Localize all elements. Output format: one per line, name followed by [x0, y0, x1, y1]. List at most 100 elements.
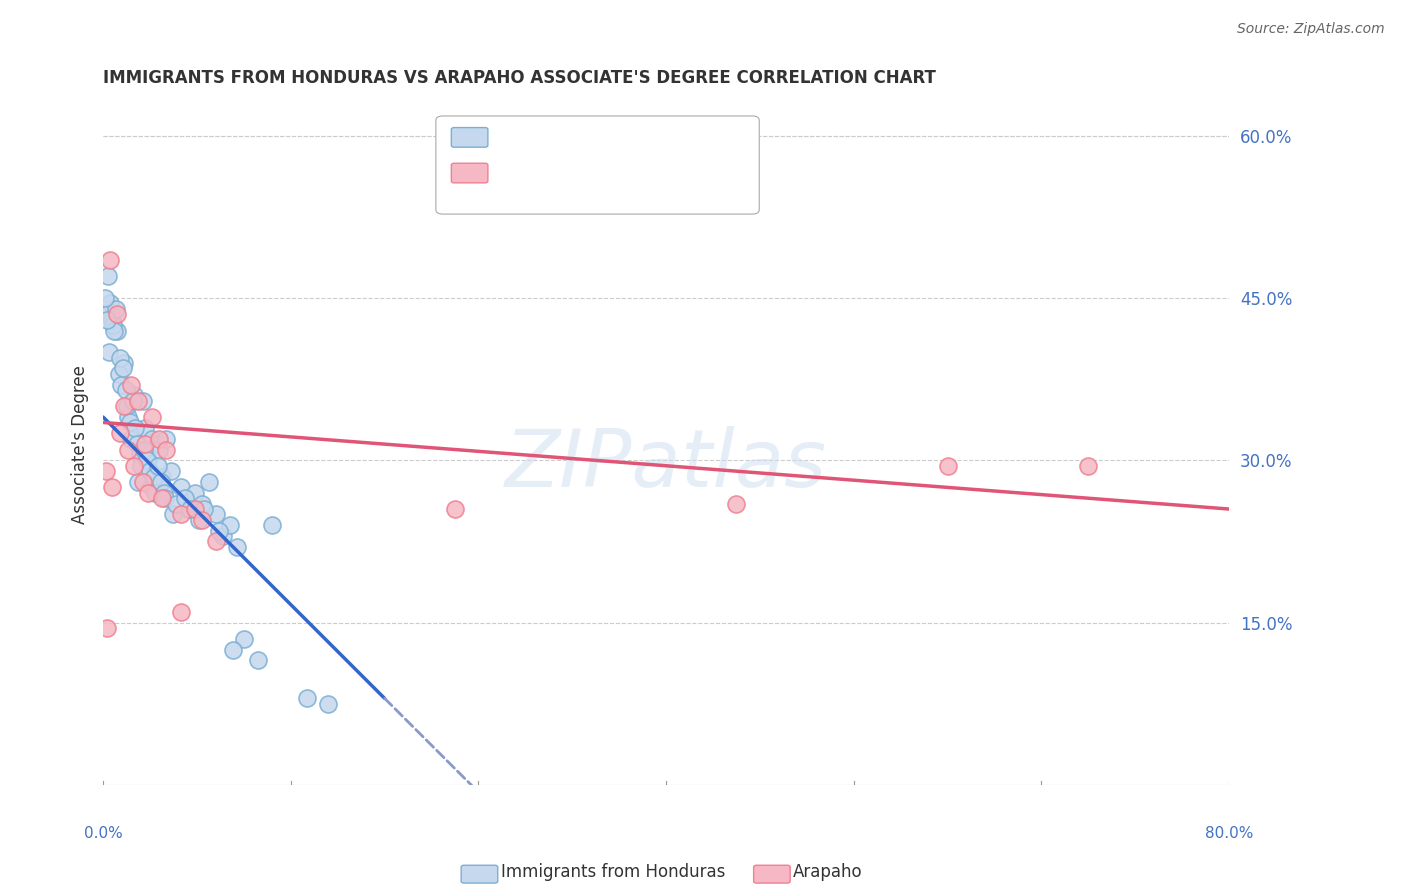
Point — [139, 480, 162, 494]
Point — [138, 464, 160, 478]
Point — [159, 464, 181, 478]
Point — [96, 621, 118, 635]
Point — [153, 491, 176, 506]
Point — [121, 393, 143, 408]
Text: 0.0%: 0.0% — [84, 826, 122, 841]
Point — [316, 697, 339, 711]
Point — [105, 324, 128, 338]
Point — [98, 253, 121, 268]
Point — [169, 605, 191, 619]
Point — [207, 524, 229, 538]
Text: N =: N = — [595, 170, 634, 188]
Point — [725, 497, 748, 511]
Text: 70: 70 — [623, 135, 648, 153]
Point — [104, 301, 127, 316]
Point — [218, 518, 240, 533]
Text: N =: N = — [595, 135, 634, 153]
Point — [96, 312, 118, 326]
Point — [94, 464, 117, 478]
Text: R =: R = — [494, 135, 533, 153]
Text: Arapaho: Arapaho — [793, 863, 863, 881]
Text: ZIPatlas: ZIPatlas — [505, 425, 827, 504]
Point — [183, 502, 205, 516]
Point — [169, 508, 191, 522]
Point — [128, 448, 150, 462]
Text: 80.0%: 80.0% — [1205, 826, 1253, 841]
Point — [165, 497, 187, 511]
Point — [101, 318, 124, 332]
Point — [120, 377, 142, 392]
Point — [110, 377, 132, 392]
Point — [124, 421, 146, 435]
Point — [155, 432, 177, 446]
Point — [136, 485, 159, 500]
Point — [112, 356, 135, 370]
Point — [118, 416, 141, 430]
Point — [211, 529, 233, 543]
Point — [134, 437, 156, 451]
Point — [108, 426, 131, 441]
Point — [187, 513, 209, 527]
Point — [117, 410, 139, 425]
Point — [152, 485, 174, 500]
Point — [142, 469, 165, 483]
Point — [190, 497, 212, 511]
Point — [100, 480, 122, 494]
Point — [179, 502, 201, 516]
Point — [94, 291, 117, 305]
Point — [444, 502, 467, 516]
Point — [97, 269, 120, 284]
Point — [204, 508, 226, 522]
Point — [100, 312, 122, 326]
Point — [190, 513, 212, 527]
Text: R =: R = — [494, 170, 533, 188]
Point — [98, 296, 121, 310]
Point — [204, 534, 226, 549]
Point — [122, 458, 145, 473]
Point — [111, 361, 134, 376]
Point — [148, 442, 170, 457]
Point — [112, 399, 135, 413]
Point — [96, 307, 118, 321]
Point — [125, 437, 148, 451]
Point — [122, 388, 145, 402]
Point — [141, 410, 163, 425]
Point — [146, 458, 169, 473]
Point — [132, 442, 155, 457]
Point — [145, 437, 167, 451]
Point — [173, 491, 195, 506]
Point — [143, 485, 166, 500]
Point — [150, 469, 173, 483]
Point — [131, 475, 153, 489]
Point — [295, 691, 318, 706]
Point — [936, 458, 959, 473]
Point — [127, 393, 149, 408]
Point — [107, 367, 129, 381]
Text: Source: ZipAtlas.com: Source: ZipAtlas.com — [1237, 22, 1385, 37]
Point — [193, 502, 215, 516]
Y-axis label: Associate's Degree: Associate's Degree — [72, 365, 89, 524]
Point — [134, 421, 156, 435]
Point — [136, 453, 159, 467]
Point — [232, 632, 254, 646]
Point — [176, 502, 198, 516]
Point — [108, 351, 131, 365]
Point — [97, 345, 120, 359]
Point — [135, 453, 157, 467]
Point — [246, 653, 269, 667]
Text: -0.219: -0.219 — [523, 170, 588, 188]
Point — [94, 301, 117, 316]
Text: Immigrants from Honduras: Immigrants from Honduras — [501, 863, 725, 881]
Point — [148, 432, 170, 446]
Point — [162, 508, 184, 522]
Point — [221, 642, 243, 657]
Point — [1077, 458, 1099, 473]
Point — [260, 518, 283, 533]
Point — [150, 491, 173, 506]
Point — [155, 442, 177, 457]
Point — [114, 383, 136, 397]
Point — [141, 432, 163, 446]
Point — [149, 475, 172, 489]
Text: IMMIGRANTS FROM HONDURAS VS ARAPAHO ASSOCIATE'S DEGREE CORRELATION CHART: IMMIGRANTS FROM HONDURAS VS ARAPAHO ASSO… — [103, 69, 936, 87]
Point — [183, 485, 205, 500]
